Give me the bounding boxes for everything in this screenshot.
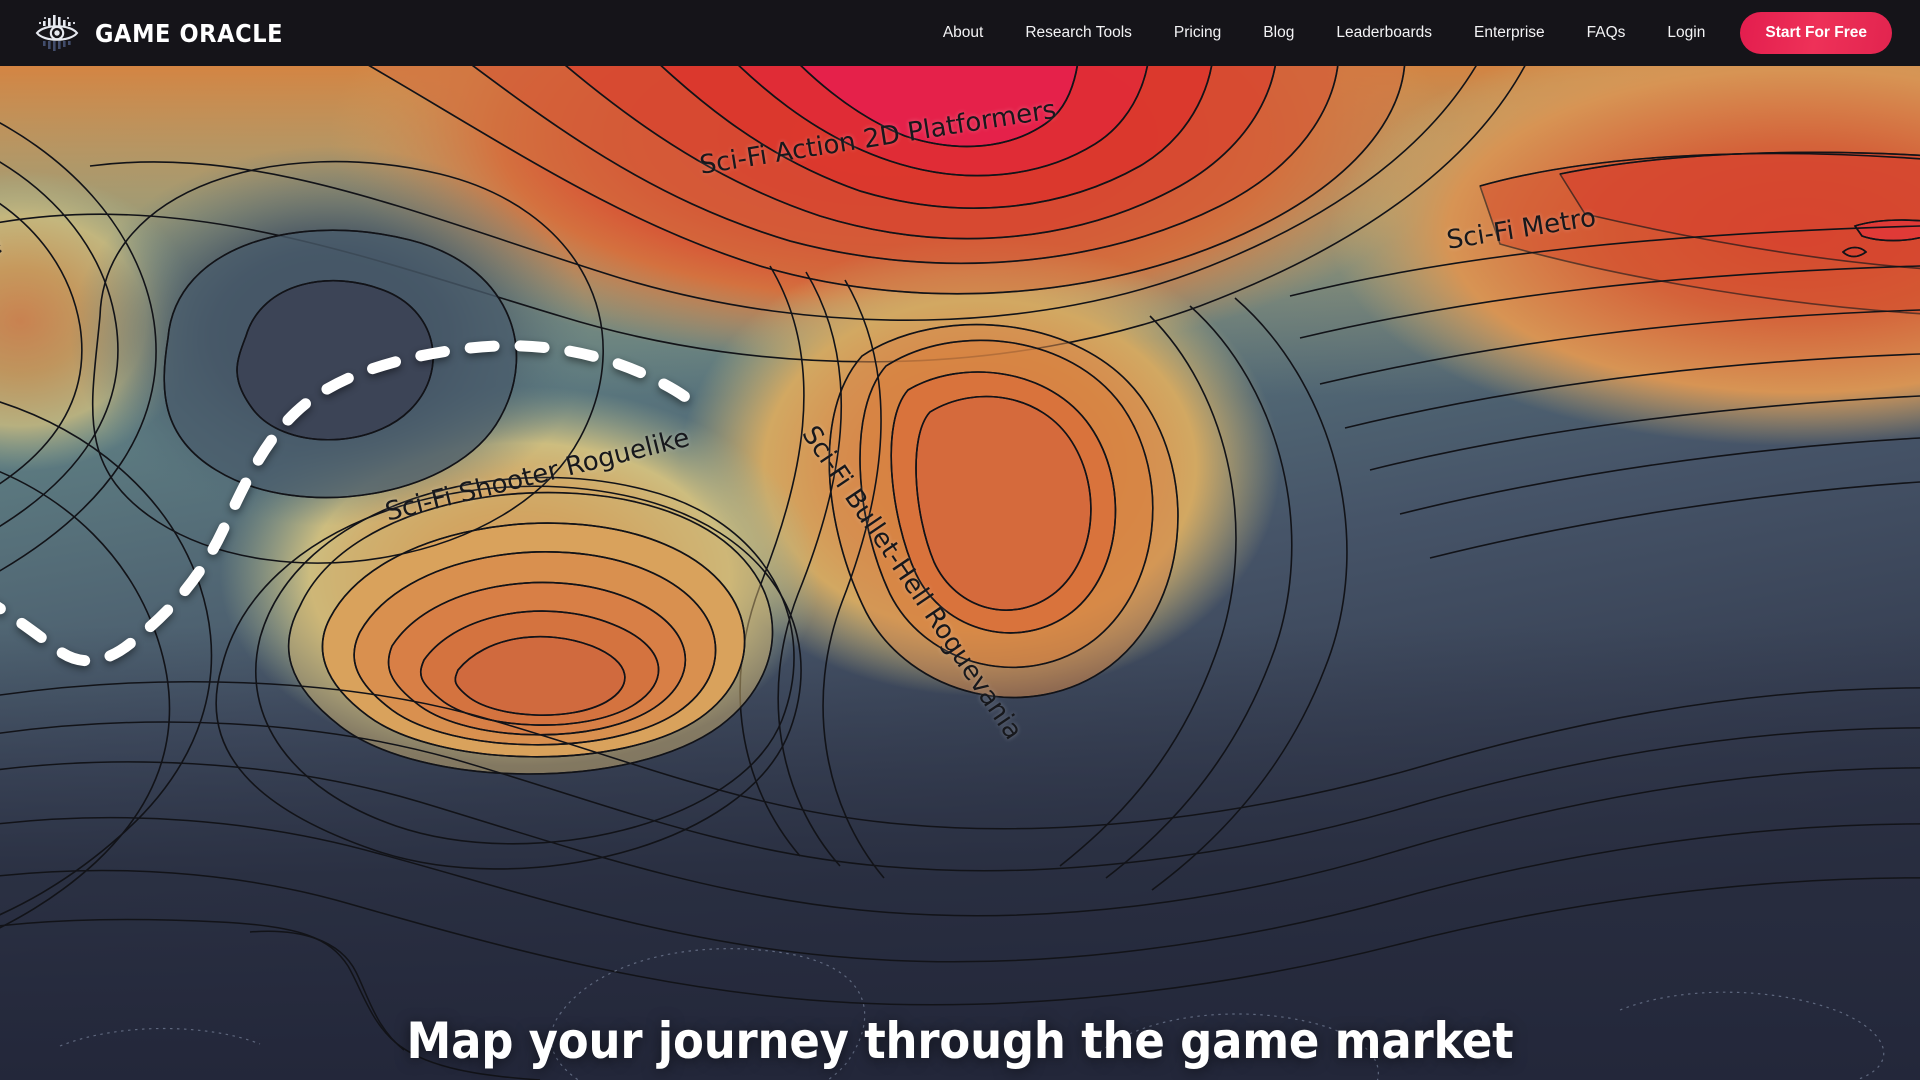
journey-route-path (0, 340, 702, 667)
brand[interactable]: GAME ORACLE (34, 12, 283, 54)
site-header: GAME ORACLE About Research Tools Pricing… (0, 0, 1920, 66)
nav-item-research-tools[interactable]: Research Tools (1025, 24, 1132, 41)
nav-item-enterprise[interactable]: Enterprise (1474, 24, 1545, 41)
nav-item-pricing[interactable]: Pricing (1173, 24, 1222, 41)
nav-item-faqs[interactable]: FAQs (1586, 24, 1626, 41)
nav-item-about[interactable]: About (942, 24, 984, 41)
nav-item-blog[interactable]: Blog (1263, 24, 1295, 41)
contour-plot (0, 66, 1920, 1080)
eye-icon (34, 12, 80, 54)
main-nav: About Research Tools Pricing Blog Leader… (922, 0, 1892, 66)
nav-item-leaderboards[interactable]: Leaderboards (1336, 24, 1432, 41)
start-for-free-button[interactable]: Start For Free (1740, 12, 1892, 54)
brand-name: GAME ORACLE (95, 18, 284, 48)
genre-contour-map[interactable]: e Sci-Fi Action 2D Platformers Sci-Fi Me… (0, 66, 1920, 1080)
nav-item-login[interactable]: Login (1667, 24, 1706, 41)
